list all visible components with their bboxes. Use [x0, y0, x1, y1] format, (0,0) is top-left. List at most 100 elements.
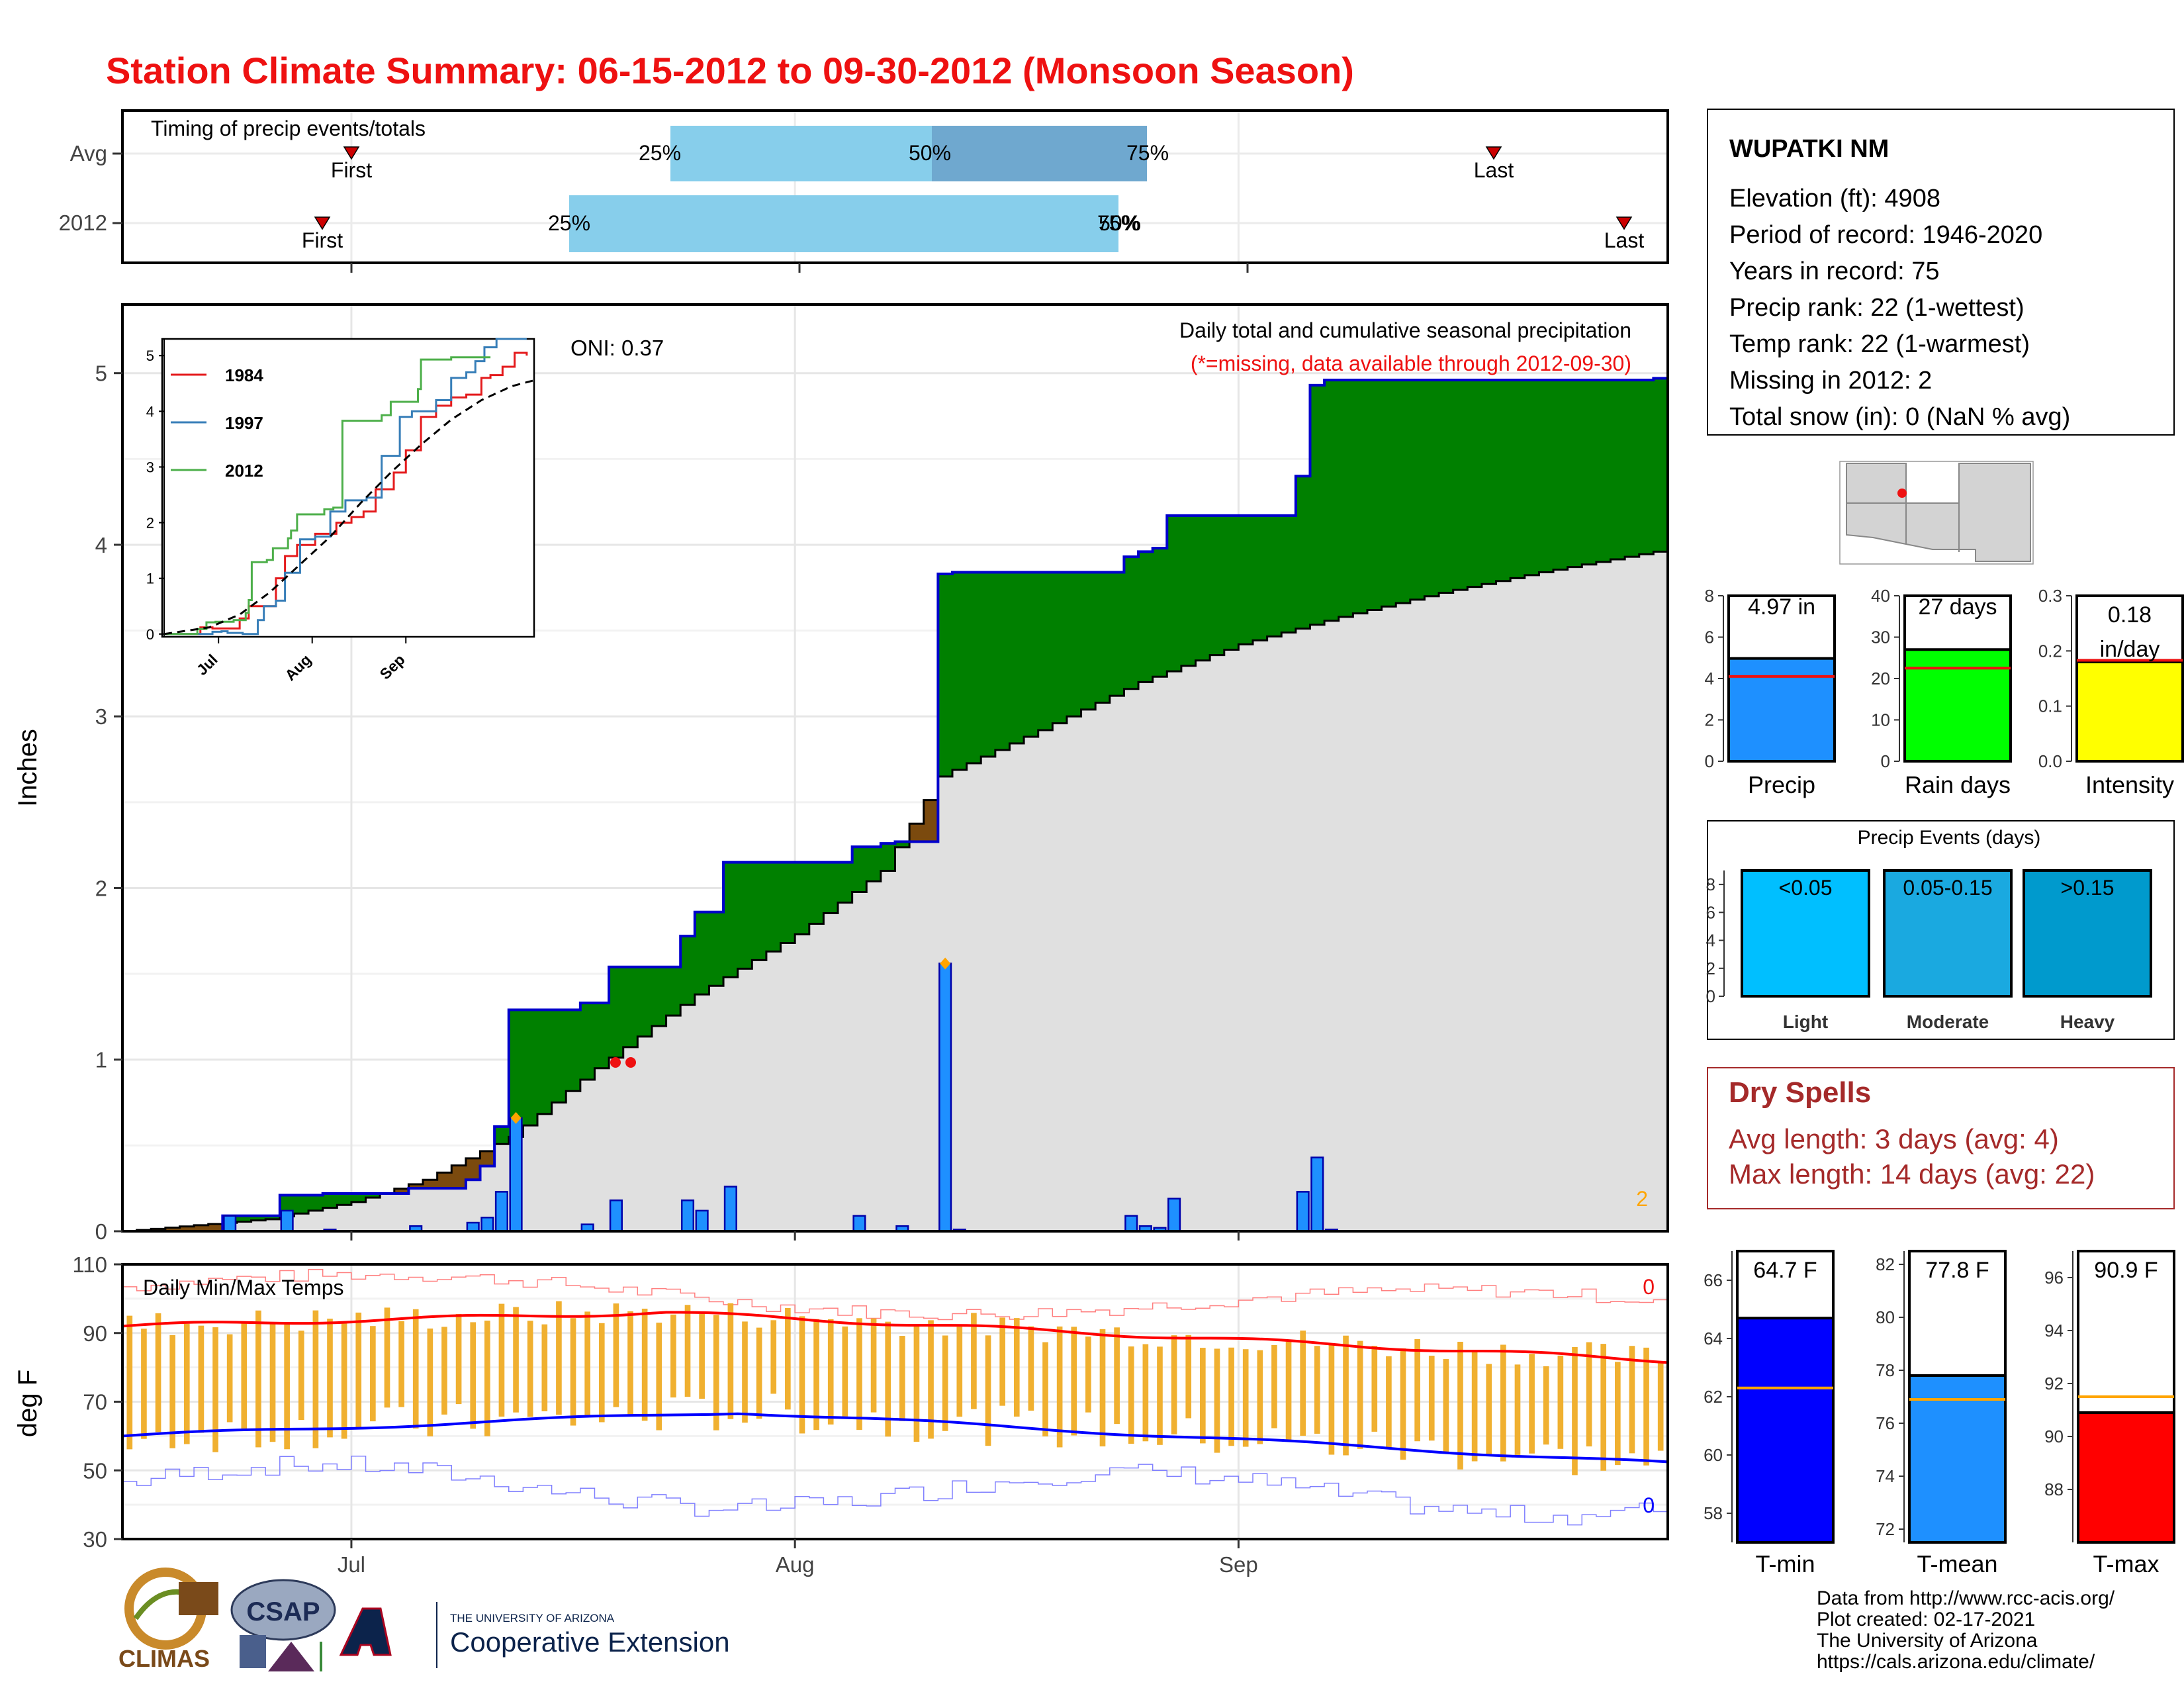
events-tick-label: 4	[1706, 931, 1715, 951]
summary-value: 0.18	[2108, 602, 2152, 628]
footer-line-4: https://cals.arizona.edu/climate/	[1817, 1651, 2095, 1673]
2012-p75-label: 75%	[1097, 211, 1140, 235]
precip-ytick-label: 1	[95, 1048, 107, 1072]
footer-line-2: Plot created: 02-17-2021	[1817, 1609, 2035, 1630]
min-missing-count: 0	[1643, 1493, 1655, 1517]
above-avg-fill	[1066, 572, 1082, 717]
above-avg-fill	[351, 1193, 367, 1202]
summary-tick-label: 0.1	[2038, 696, 2062, 716]
daily-temp-bar	[856, 1318, 862, 1430]
normal-max-line	[122, 1311, 1668, 1364]
precip-subtitle: Daily total and cumulative seasonal prec…	[1179, 318, 1631, 342]
daily-temp-bar	[870, 1318, 877, 1413]
above-avg-fill	[508, 1009, 523, 1137]
temp-summary-tick-label: 90	[2044, 1427, 2064, 1446]
temp-summary-tick-label: 82	[1876, 1254, 1895, 1274]
daily-temp-bar	[570, 1318, 576, 1426]
daily-temp-bar	[1457, 1341, 1463, 1470]
daily-temp-bar	[1257, 1350, 1263, 1444]
month-label: Jul	[338, 1552, 365, 1577]
temp-summary-tick-label: 62	[1704, 1387, 1723, 1407]
daily-temp-bar	[641, 1308, 648, 1421]
daily-temp-bar	[742, 1321, 748, 1423]
below-avg-fill	[408, 1184, 424, 1189]
daily-temp-bar	[1328, 1343, 1335, 1455]
daily-temp-bar	[1028, 1326, 1034, 1411]
daily-temp-bar	[1314, 1346, 1320, 1434]
daily-temp-bar	[556, 1301, 562, 1415]
above-avg-fill	[337, 1193, 352, 1205]
daily-temp-bar	[427, 1328, 433, 1436]
summary-tick-label: 0	[1881, 751, 1890, 771]
below-avg-fill	[437, 1172, 452, 1189]
summary-label: Intensity	[2085, 771, 2174, 798]
dry-spells: Dry Spells Avg length: 3 days (avg: 4) M…	[1707, 1067, 2175, 1209]
above-avg-fill	[1081, 572, 1096, 710]
precip-ytick-label: 4	[95, 533, 107, 557]
daily-temp-bar	[656, 1323, 662, 1430]
daily-temp-bar	[885, 1321, 891, 1437]
daily-temp-bar	[1056, 1326, 1063, 1448]
temp-summary-value: 64.7 F	[1753, 1258, 1817, 1283]
above-avg-fill	[1639, 380, 1654, 555]
temp-summary-tick-label: 74	[1876, 1466, 1895, 1486]
avg-first-label: First	[331, 158, 372, 182]
above-avg-fill	[1410, 380, 1426, 600]
daily-temp-bar	[484, 1321, 490, 1436]
above-avg-fill	[938, 574, 953, 776]
daily-temp-bar	[971, 1313, 977, 1409]
precip-ytick-label: 2	[95, 876, 107, 900]
above-avg-fill	[1467, 380, 1482, 587]
events-tick-label: 0	[1706, 986, 1715, 1006]
temp-summary-bar	[2077, 1411, 2175, 1544]
above-avg-fill	[995, 572, 1011, 750]
avg-last-label: Last	[1474, 158, 1514, 182]
2012-p25-label: 25%	[548, 211, 590, 235]
timing-panel: Timing of precip events/totals Avg 2012 …	[59, 109, 1669, 273]
above-avg-fill	[236, 1215, 252, 1222]
avg-p25-label: 25%	[639, 141, 681, 165]
summary-tick-label: 6	[1705, 628, 1714, 647]
station-line-2: Period of record: 1946-2020	[1729, 221, 2042, 249]
inset-bg	[161, 338, 535, 638]
footer-line-3: The University of Arizona	[1817, 1630, 2038, 1652]
temp-summary-tick-label: 66	[1704, 1270, 1723, 1290]
above-avg-fill	[780, 862, 796, 943]
above-avg-fill	[1353, 380, 1368, 614]
avg-50-75-bar	[932, 126, 1147, 181]
above-avg-fill	[1396, 380, 1411, 604]
daily-precip-bar	[1167, 1197, 1181, 1233]
daily-temp-bar	[1242, 1349, 1249, 1447]
above-avg-fill	[709, 912, 724, 986]
above-avg-fill	[623, 966, 638, 1047]
daily-precip-bar	[1310, 1156, 1324, 1233]
daily-temp-bar	[384, 1307, 390, 1408]
dry-frame	[1707, 1067, 2175, 1209]
above-avg-fill	[1510, 380, 1525, 579]
2012-last-marker	[1615, 216, 1633, 230]
summary-tick-label: 8	[1705, 586, 1714, 606]
2012-last-label: Last	[1604, 228, 1645, 252]
avg-p75-label: 75%	[1126, 141, 1169, 165]
events-bar-label: >0.15	[2061, 876, 2115, 900]
missing-note: (*=missing, data available through 2012-…	[1191, 352, 1631, 375]
above-avg-fill	[1625, 380, 1640, 557]
events-tick-label: 2	[1706, 959, 1715, 978]
location-map	[1839, 461, 2034, 565]
above-avg-fill	[1210, 515, 1225, 655]
daily-temp-bar	[255, 1310, 261, 1448]
daily-temp-bar	[1400, 1348, 1406, 1460]
above-avg-fill	[1138, 551, 1154, 682]
daily-temp-bar	[727, 1303, 734, 1419]
daily-precip-bar	[1124, 1215, 1138, 1233]
summary-bar	[1903, 648, 2012, 763]
temp-summary-tick-label: 96	[2044, 1268, 2064, 1288]
above-avg-fill	[1295, 476, 1311, 629]
daily-temp-bar	[470, 1322, 477, 1429]
station-name: WUPATKI NM	[1729, 135, 1889, 163]
above-avg-fill	[1567, 380, 1582, 567]
station-frame	[1707, 109, 2175, 436]
above-avg-fill	[852, 847, 867, 892]
above-avg-fill	[1424, 380, 1439, 596]
daily-temp-bar	[226, 1334, 233, 1423]
